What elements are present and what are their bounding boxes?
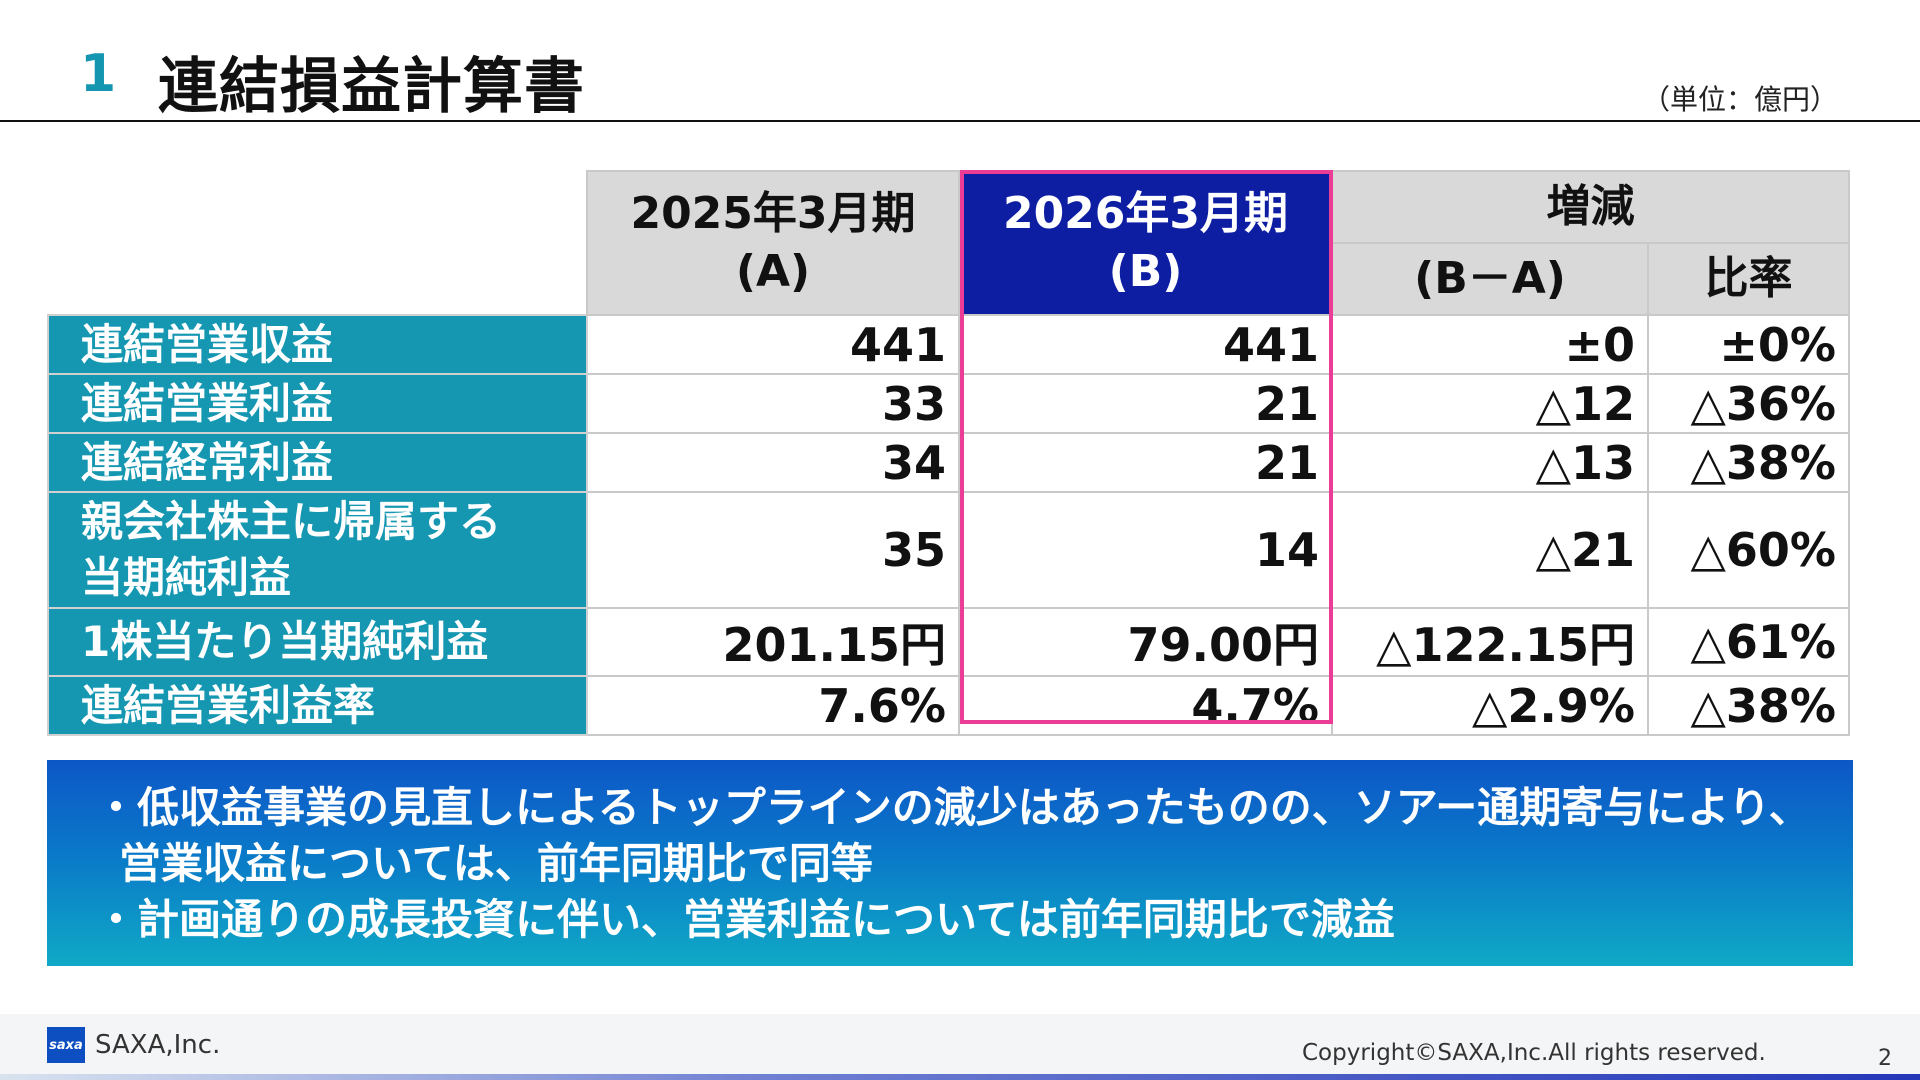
- table-row: 連結営業利益率 7.6% 4.7% △2.9% △38%: [47, 675, 1850, 736]
- table-row: 連結経常利益 34 21 △13 △38%: [47, 432, 1850, 493]
- row-label: 連結営業利益率: [47, 675, 588, 736]
- summary-bullet-1: ・低収益事業の見直しによるトップラインの減少はあったものの、ソアー通期寄与により…: [95, 783, 1811, 832]
- value-fy2026: 441: [958, 314, 1333, 375]
- table-corner: [48, 171, 587, 315]
- slide-header: 1 連結損益計算書 （単位：億円）: [0, 0, 1920, 122]
- value-difference: △2.9%: [1331, 675, 1649, 736]
- value-fy2026: 79.00円: [958, 607, 1333, 677]
- column-header-change: 増減: [1331, 170, 1850, 244]
- header-divider: [0, 120, 1920, 122]
- copyright-notice: Copyright©SAXA,Inc.All rights reserved.: [1302, 1040, 1766, 1066]
- income-statement-table: 2025年3月期 (A) 2026年3月期 (B) 増減 (B－A) 比率 連結…: [47, 170, 1850, 736]
- column-header-fy2025-tag: (A): [735, 246, 811, 297]
- slide-footer: [0, 1014, 1920, 1080]
- column-header-fy2025-period: 2025年3月期: [630, 188, 916, 239]
- page-number: 2: [1878, 1046, 1892, 1071]
- saxa-logo: saxa: [47, 1027, 85, 1063]
- value-ratio: ±0%: [1647, 314, 1850, 375]
- value-fy2025: 35: [586, 491, 960, 609]
- row-label: 連結営業利益: [47, 373, 588, 434]
- value-difference: △21: [1331, 491, 1649, 609]
- summary-bullet-1-continued: 営業収益については、前年同期比で同等: [119, 839, 873, 888]
- value-fy2025: 201.15円: [586, 607, 960, 677]
- table-row: 連結営業利益 33 21 △12 △36%: [47, 373, 1850, 434]
- row-label-line2: 当期純利益: [81, 553, 292, 602]
- value-fy2025: 33: [586, 373, 960, 434]
- column-header-fy2026-tag: (B): [1108, 246, 1183, 297]
- value-fy2026: 21: [958, 432, 1333, 493]
- summary-box: ・低収益事業の見直しによるトップラインの減少はあったものの、ソアー通期寄与により…: [47, 760, 1853, 966]
- page-title: 連結損益計算書: [158, 52, 585, 122]
- row-label: 1株当たり当期純利益: [47, 607, 588, 677]
- column-header-fy2026: 2026年3月期 (B): [958, 170, 1333, 316]
- value-difference: △13: [1331, 432, 1649, 493]
- value-difference: △122.15円: [1331, 607, 1649, 677]
- value-fy2025: 7.6%: [586, 675, 960, 736]
- value-ratio: △38%: [1647, 432, 1850, 493]
- value-ratio: △60%: [1647, 491, 1850, 609]
- value-fy2026: 14: [958, 491, 1333, 609]
- summary-bullet-2: ・計画通りの成長投資に伴い、営業利益については前年同期比で減益: [95, 895, 1395, 944]
- row-label-line1: 親会社株主に帰属する: [81, 497, 502, 546]
- table-row: 親会社株主に帰属する 当期純利益 35 14 △21 △60%: [47, 491, 1850, 609]
- company-name: SAXA,Inc.: [95, 1030, 221, 1060]
- row-label: 連結営業収益: [47, 314, 588, 375]
- logo-text: saxa: [49, 1037, 83, 1053]
- value-ratio: △61%: [1647, 607, 1850, 677]
- table-row: 連結営業収益 441 441 ±0 ±0%: [47, 314, 1850, 375]
- value-fy2025: 34: [586, 432, 960, 493]
- value-fy2025: 441: [586, 314, 960, 375]
- value-fy2026: 4.7%: [958, 675, 1333, 736]
- unit-label: （単位：億円）: [1641, 83, 1838, 116]
- value-difference: ±0: [1331, 314, 1649, 375]
- column-header-ratio: 比率: [1647, 242, 1850, 316]
- footer-gradient-bar: [0, 1074, 1920, 1080]
- column-header-difference: (B－A): [1331, 242, 1649, 316]
- value-ratio: △38%: [1647, 675, 1850, 736]
- value-difference: △12: [1331, 373, 1649, 434]
- row-label: 親会社株主に帰属する 当期純利益: [47, 491, 588, 609]
- row-label: 連結経常利益: [47, 432, 588, 493]
- column-header-fy2025: 2025年3月期 (A): [586, 170, 960, 316]
- table-row: 1株当たり当期純利益 201.15円 79.00円 △122.15円 △61%: [47, 607, 1850, 677]
- value-ratio: △36%: [1647, 373, 1850, 434]
- value-fy2026: 21: [958, 373, 1333, 434]
- column-header-fy2026-period: 2026年3月期: [1002, 188, 1289, 239]
- section-number: 1: [80, 44, 117, 104]
